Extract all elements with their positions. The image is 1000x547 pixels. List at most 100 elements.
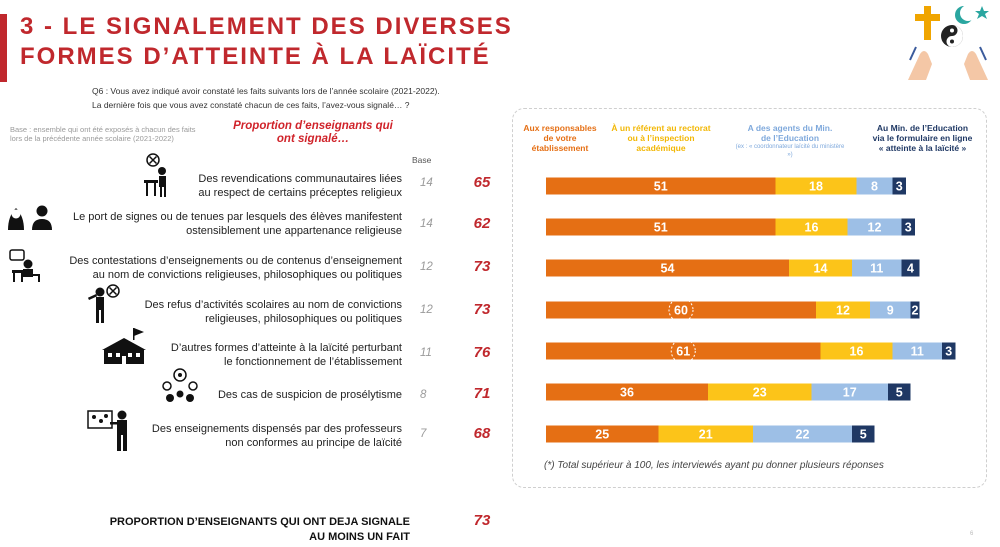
bar-label-row1-series1: 51 <box>654 180 668 194</box>
row-base-3: 12 <box>420 261 433 273</box>
page-title: 3 - LE SIGNALEMENT DES DIVERSES FORMES D… <box>20 12 513 72</box>
bar-row5-series4 <box>942 342 956 360</box>
religious-symbols-hands-icon <box>908 5 989 80</box>
footer-label-line2: AU MOINS UN FAIT <box>309 531 410 543</box>
bar-row1-series2 <box>775 177 857 195</box>
footer-label: PROPORTION D’ENSEIGNANTS QUI ONT DEJA SI… <box>110 515 410 545</box>
row-base-2: 14 <box>420 218 433 230</box>
row-label-6-line1: Des cas de suspicion de prosélytisme <box>217 389 402 401</box>
bar-label-row7-series3: 22 <box>796 428 810 442</box>
bar-label-row2-series2: 16 <box>805 221 819 235</box>
bar-row5-series2 <box>820 342 893 360</box>
bar-label-row7-series1: 25 <box>595 428 609 442</box>
highlight-circle-row4 <box>668 297 694 323</box>
column-header-1-line2: de votre <box>543 133 577 143</box>
row-proportion-6: 71 <box>473 385 491 402</box>
column-header-3-line1: A des agents du Min. <box>747 123 833 133</box>
bar-label-row1-series4: 3 <box>896 180 903 194</box>
row-label-4-line2: religieuses, philosophiques ou politique… <box>205 313 402 325</box>
bar-label-row3-series3: 11 <box>870 262 883 276</box>
row-proportion-7: 68 <box>473 425 491 442</box>
row-proportion-4: 73 <box>473 301 491 318</box>
bar-row6-series1 <box>546 383 708 401</box>
column-header-3-line2: de l’Education <box>760 133 820 143</box>
bar-label-row6-series1: 36 <box>620 386 634 400</box>
row-label-4: Des refus d’activités scolaires au nom d… <box>145 298 402 326</box>
row-label-3-line2: au nom de convictions religieuses, philo… <box>92 269 402 281</box>
base-note: Base : ensemble qui ont été exposés à ch… <box>10 125 196 143</box>
page-title-line1: 3 - LE SIGNALEMENT DES DIVERSES <box>20 13 513 40</box>
veiled-persons-icon <box>8 205 52 230</box>
survey-question: Q6 : Vous avez indiqué avoir constaté le… <box>92 84 482 112</box>
column-header-2-line2: ou à l’inspection <box>627 133 695 143</box>
bar-row7-series1 <box>546 425 659 443</box>
bar-label-row6-series3: 17 <box>843 386 857 400</box>
row-label-6: Des cas de suspicion de prosélytisme <box>218 388 402 402</box>
bar-label-row5-series3: 11 <box>911 345 924 359</box>
row-proportion-2: 62 <box>473 215 491 232</box>
column-header-2: À un référent au rectorat ou à l’inspect… <box>606 123 716 153</box>
bar-row7-series4 <box>852 425 875 443</box>
bar-row2-series3 <box>847 218 902 236</box>
row-proportion-5: 76 <box>473 344 491 361</box>
bar-row1-series3 <box>856 177 893 195</box>
bar-label-row6-series2: 23 <box>753 386 767 400</box>
bar-row5-series3 <box>892 342 942 360</box>
column-header-1: Aux responsables de votre établissement <box>505 123 615 153</box>
question-line1: Q6 : Vous avez indiqué avoir constaté le… <box>92 86 440 96</box>
proportion-header: Proportion d’enseignants qui ont signalé… <box>233 120 393 145</box>
bar-row6-series4 <box>888 383 911 401</box>
bar-row1-series4 <box>892 177 906 195</box>
bar-label-row4-series4: 2 <box>912 304 919 318</box>
column-header-4-line3: « atteinte à la laïcité » <box>878 143 967 153</box>
bar-label-row3-series2: 14 <box>814 262 828 276</box>
bar-label-row2-series3: 12 <box>868 221 882 235</box>
row-base-7: 7 <box>420 428 427 440</box>
footer-label-line1: PROPORTION D’ENSEIGNANTS QUI ONT DEJA SI… <box>109 516 410 528</box>
question-line2: La dernière fois que vous avez constaté … <box>92 100 410 110</box>
chart-footnote: (*) Total supérieur à 100, les interview… <box>544 460 884 471</box>
bar-row3-series2 <box>789 259 852 277</box>
row-proportion-3: 73 <box>473 258 491 275</box>
row-label-3: Des contestations d’enseignements ou de … <box>69 254 402 282</box>
person-at-desk-icon <box>144 153 166 197</box>
row-label-7-line2: non conformes au principe de laïcité <box>225 437 402 449</box>
bar-row4-series3 <box>870 301 911 319</box>
row-base-1: 14 <box>420 177 433 189</box>
bar-label-row5-series4: 3 <box>945 345 952 359</box>
bar-row2-series2 <box>775 218 848 236</box>
chart-panel <box>512 108 987 488</box>
bar-row4-series1 <box>546 301 816 319</box>
bar-row3-series3 <box>852 259 902 277</box>
highlight-circle-row5 <box>670 338 696 364</box>
bar-label-row2-series4: 3 <box>905 221 912 235</box>
bar-label-row6-series4: 5 <box>896 386 903 400</box>
row-label-7-line1: Des enseignements dispensés par des prof… <box>151 423 402 435</box>
page-number: 6 <box>970 531 974 537</box>
row-base-4: 12 <box>420 304 433 316</box>
column-header-3-sub: (ex : « coordonnateur laïcité du ministè… <box>735 144 845 158</box>
bar-label-row4-series1: 60 <box>674 304 688 318</box>
student-at-desk-icon <box>9 249 40 282</box>
column-header-4-line2: via le formulaire en ligne <box>872 133 973 143</box>
row-label-2-line1: Le port de signes ou de tenues par lesqu… <box>73 211 402 223</box>
row-label-5-line1: D’autres formes d’atteinte à la laïcité … <box>170 342 402 354</box>
page-title-line2: FORMES D’ATTEINTE À LA LAÏCITÉ <box>20 43 491 70</box>
base-header: Base <box>412 155 432 165</box>
bar-label-row2-series1: 51 <box>654 221 668 235</box>
title-accent-bar <box>0 14 7 82</box>
bar-row2-series4 <box>901 218 915 236</box>
refusing-person-icon <box>87 284 120 323</box>
row-base-6: 8 <box>420 389 427 401</box>
column-header-2-line1: À un référent au rectorat <box>611 123 711 133</box>
footer-proportion: 73 <box>473 512 491 529</box>
bar-row5-series1 <box>546 342 821 360</box>
bar-row3-series1 <box>546 259 789 277</box>
row-label-7: Des enseignements dispensés par des prof… <box>152 422 402 450</box>
row-label-1: Des revendications communautaires liées … <box>198 172 402 200</box>
bar-label-row3-series1: 54 <box>661 262 675 276</box>
bar-row6-series2 <box>708 383 812 401</box>
row-label-5: D’autres formes d’atteinte à la laïcité … <box>171 341 402 369</box>
column-header-1-line1: Aux responsables <box>523 123 597 133</box>
